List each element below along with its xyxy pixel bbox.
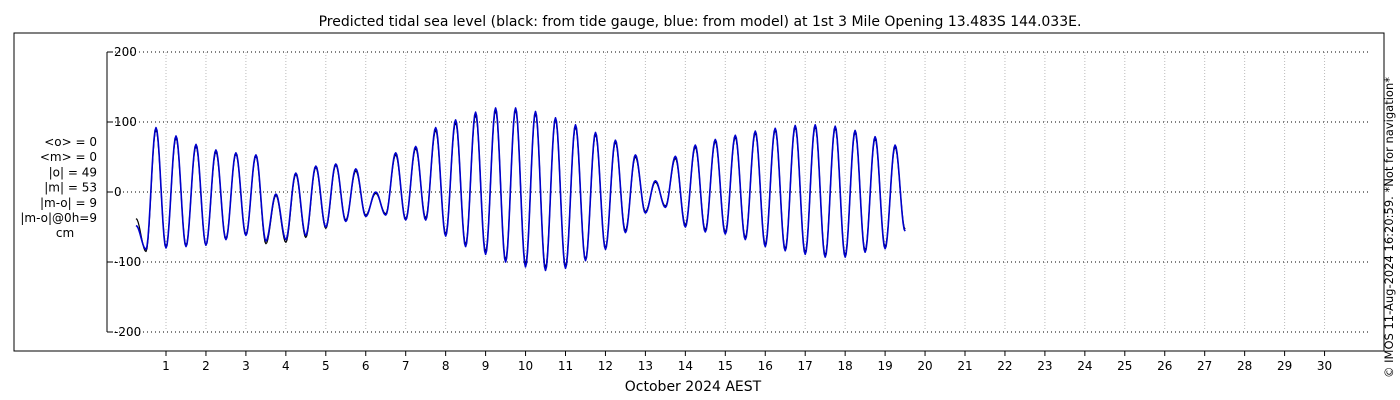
x-tick-label: 30	[1317, 359, 1332, 373]
x-tick-label: 22	[997, 359, 1012, 373]
stat-line: |o| = 49	[49, 165, 97, 179]
x-tick-label: 18	[838, 359, 853, 373]
stats-box: <o> = 0<m> = 0|o| = 49 |m| = 53|m-o| = 9|…	[20, 135, 97, 240]
copyright-note: © IMOS 11-Aug-2024 16:20:59. *Not for na…	[1382, 77, 1396, 378]
x-tick-label: 17	[798, 359, 813, 373]
x-axis-label: October 2024 AEST	[625, 379, 762, 395]
x-tick-label: 13	[638, 359, 653, 373]
x-tick-label: 27	[1197, 359, 1212, 373]
plot-frame	[13, 32, 1385, 352]
stat-line: <m> = 0	[40, 150, 97, 164]
x-tick-label: 29	[1277, 359, 1292, 373]
x-tick-label: 16	[758, 359, 773, 373]
y-tick-label: 100	[114, 115, 137, 129]
x-tick-label: 20	[917, 359, 932, 373]
x-tick-label: 2	[202, 359, 210, 373]
x-tick-label: 12	[598, 359, 613, 373]
y-tick-label: -100	[114, 255, 141, 269]
x-tick-label: 5	[322, 359, 330, 373]
x-tick-label: 7	[402, 359, 410, 373]
y-tick-label: 200	[114, 45, 137, 59]
x-tick-label: 9	[482, 359, 490, 373]
model-line	[135, 107, 906, 272]
stat-line: |m-o|@0h=9	[20, 211, 97, 225]
x-tick-label: 25	[1117, 359, 1132, 373]
stat-line: <o> = 0	[44, 135, 97, 149]
x-tick-label: 10	[518, 359, 533, 373]
x-tick-label: 14	[678, 359, 693, 373]
grid-lines	[107, 51, 1370, 333]
series-layer	[135, 107, 906, 272]
x-tick-label: 21	[957, 359, 972, 373]
y-tick-label: 0	[114, 185, 122, 199]
chart-title: Predicted tidal sea level (black: from t…	[319, 14, 1082, 30]
x-tick-label: 3	[242, 359, 250, 373]
axes: 1 2 3 4 5 6 7 8 9 10 11 12 13 14 15 16 17 18 19 20 21 22 23 24 2…	[106, 45, 1332, 373]
stat-line: |m-o| = 9	[40, 196, 97, 210]
x-tick-label: 26	[1157, 359, 1172, 373]
x-tick-label: 24	[1077, 359, 1092, 373]
stat-line: cm	[56, 226, 74, 240]
x-tick-label: 11	[558, 359, 573, 373]
stat-line: |m| = 53	[44, 181, 97, 195]
y-tick-label: -200	[114, 325, 141, 339]
x-tick-label: 28	[1237, 359, 1252, 373]
x-tick-label: 4	[282, 359, 290, 373]
x-tick-label: 8	[442, 359, 450, 373]
x-tick-label: 1	[162, 359, 170, 373]
x-tick-label: 15	[718, 359, 733, 373]
x-tick-label: 19	[877, 359, 892, 373]
x-tick-label: 23	[1037, 359, 1052, 373]
x-tick-label: 6	[362, 359, 370, 373]
